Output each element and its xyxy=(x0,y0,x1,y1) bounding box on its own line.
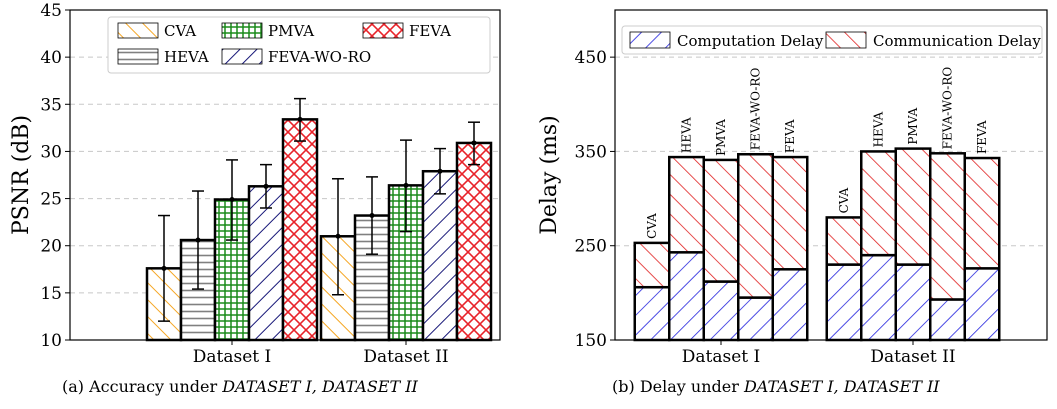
y-tick-label: 450 xyxy=(575,48,607,68)
bar-feva-wo-ro xyxy=(421,169,459,342)
bar-computation-heva xyxy=(668,251,705,342)
mean-point xyxy=(229,197,235,203)
plot-frame xyxy=(69,9,501,341)
legend-swatch-communication-delay xyxy=(825,31,867,49)
bar-label-heva: HEVA xyxy=(680,117,694,153)
psnr-chart: 10 15 20 25 30 35 40 45 Dataset I Dataset II PSNR … xyxy=(9,1,501,367)
bar-computation-feva-wo-ro xyxy=(929,298,966,342)
bar-label-feva: FEVA xyxy=(783,119,797,153)
bar-communication-feva xyxy=(963,156,1001,270)
bar-label-cva: CVA xyxy=(645,213,659,239)
bar-computation-feva xyxy=(963,267,1001,342)
bar-computation-heva xyxy=(860,253,897,342)
bar-label-feva-wo-ro: FEVA-WO-RO xyxy=(941,67,955,150)
bar-computation-cva xyxy=(633,285,671,342)
x-tick-label: Dataset I xyxy=(682,347,760,367)
bar-communication-pmva xyxy=(702,158,740,283)
caption-right: (b) Delay under DATASET I, DATASET II xyxy=(612,377,940,396)
legend-label-heva: HEVA xyxy=(164,48,209,66)
bar-label-pmva: PMVA xyxy=(906,107,920,144)
plot-frame xyxy=(614,9,1048,341)
bar-communication-feva-wo-ro xyxy=(929,152,966,301)
legend-swatch-cva xyxy=(117,22,159,39)
legend-label-pmva: PMVA xyxy=(268,22,314,40)
bar-communication-feva xyxy=(771,155,809,271)
bar-communication-pmva xyxy=(894,147,932,266)
bar-computation-cva xyxy=(825,263,863,342)
bar-communication-heva xyxy=(860,150,897,257)
y-tick-label: 25 xyxy=(40,190,62,210)
bar-communication-cva xyxy=(825,216,863,266)
mean-point xyxy=(263,183,269,189)
bar-label-cva: CVA xyxy=(837,187,851,213)
caption-left: (a) Accuracy under DATASET I, DATASET II xyxy=(62,377,419,396)
mean-point xyxy=(161,265,167,271)
x-tick-label: Dataset II xyxy=(363,347,448,367)
mean-point xyxy=(437,168,443,174)
y-tick-label: 45 xyxy=(40,1,62,21)
bar-label-feva-wo-ro: FEVA-WO-RO xyxy=(749,68,763,151)
bar-label-heva: HEVA xyxy=(872,111,886,147)
legend-label-feva-wo-ro: FEVA-WO-RO xyxy=(268,48,371,66)
mean-point xyxy=(335,233,341,239)
y-axis-label: Delay (ms) xyxy=(537,115,562,235)
bar-label-feva: FEVA xyxy=(975,120,989,154)
bar-computation-feva-wo-ro xyxy=(737,296,774,342)
legend-label-communication-delay: Communication Delay xyxy=(873,32,1041,50)
y-tick-label: 35 xyxy=(40,95,62,115)
bar-label-pmva: PMVA xyxy=(714,119,728,156)
y-tick-label: 15 xyxy=(40,284,62,304)
bar-communication-cva xyxy=(633,241,671,289)
legend: Computation Delay Communication Delay xyxy=(621,25,1043,55)
legend-label-feva: FEVA xyxy=(409,22,451,40)
legend-label-computation-delay: Computation Delay xyxy=(677,32,824,50)
legend-label-cva: CVA xyxy=(164,22,196,40)
mean-point xyxy=(297,116,303,122)
y-tick-label: 350 xyxy=(575,142,607,162)
legend-swatch-computation-delay xyxy=(629,31,671,49)
y-tick-label: 150 xyxy=(575,331,607,351)
legend: CVA PMVA FEVA HEVA FEVA-WO-RO xyxy=(107,16,491,74)
mean-point xyxy=(195,237,201,243)
delay-chart: 150 250 350 450 CVA HEVA PMVA FEVA-WO-RO FEVA Dat… xyxy=(537,9,1048,367)
mean-point xyxy=(471,140,477,146)
bar-computation-feva xyxy=(771,268,809,342)
bar-feva xyxy=(455,141,493,342)
y-axis-label: PSNR (dB) xyxy=(9,115,34,235)
y-tick-label: 250 xyxy=(575,237,607,257)
legend-swatch-heva xyxy=(117,48,159,65)
bar-communication-feva-wo-ro xyxy=(737,153,774,299)
legend-swatch-pmva xyxy=(221,22,263,39)
x-tick-label: Dataset I xyxy=(193,347,271,367)
x-tick-label: Dataset II xyxy=(870,347,955,367)
y-tick-label: 10 xyxy=(40,331,62,351)
mean-point xyxy=(369,213,375,219)
y-tick-label: 30 xyxy=(40,142,62,162)
bar-feva-wo-ro xyxy=(247,185,285,342)
y-tick-label: 40 xyxy=(40,48,62,68)
bar-computation-pmva xyxy=(702,280,740,342)
legend-swatch-feva-wo-ro xyxy=(221,48,263,65)
bar-feva xyxy=(281,118,319,342)
mean-point xyxy=(403,182,409,188)
bar-communication-heva xyxy=(668,155,705,254)
legend-swatch-feva xyxy=(362,22,404,39)
y-tick-label: 20 xyxy=(40,237,62,257)
bar-computation-pmva xyxy=(894,263,932,342)
